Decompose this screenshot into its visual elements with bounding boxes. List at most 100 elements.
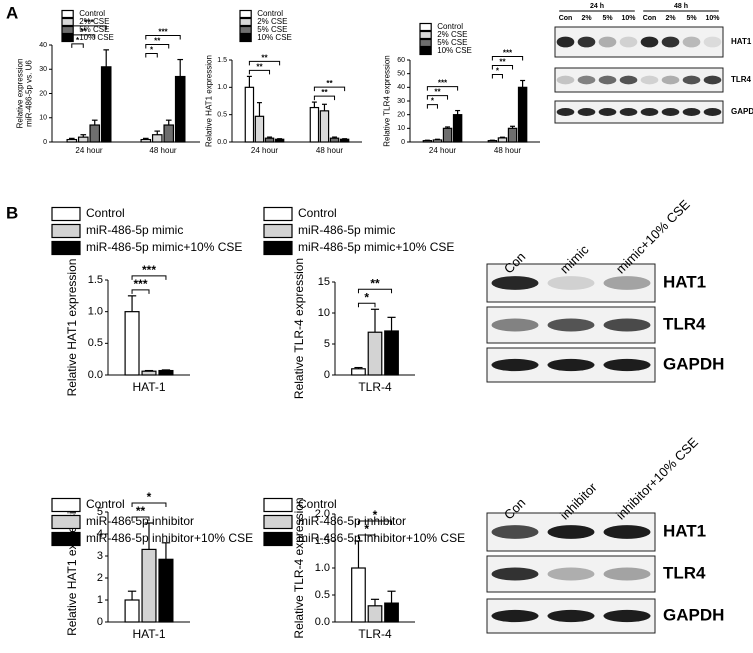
significance-bracket (491, 56, 524, 61)
significance-bracket (248, 60, 281, 66)
significance-bracket (491, 74, 503, 79)
x-tick-label: TLR-4 (358, 627, 392, 641)
significance-label: ** (261, 53, 268, 62)
y-tick-label: 10 (397, 125, 405, 132)
blot-band (640, 75, 659, 85)
significance-bracket (357, 302, 376, 308)
legend-swatch (263, 223, 293, 239)
significance-label: ** (321, 88, 328, 97)
blot-lane-label: Con (559, 15, 573, 22)
blot-band (556, 108, 575, 116)
legend-swatch (263, 240, 293, 256)
legend-swatch (61, 33, 74, 43)
bar (89, 124, 101, 143)
bar (124, 599, 140, 623)
bar (274, 138, 285, 143)
significance-bracket (131, 275, 167, 280)
blot-band (603, 276, 651, 290)
bar (507, 127, 518, 143)
blot-band (661, 36, 680, 48)
x-tick-label: HAT-1 (132, 380, 165, 394)
bar (141, 548, 157, 623)
blot-row-label: GAPDH (663, 354, 724, 373)
y-axis-label: Relative HAT1 expression (205, 55, 214, 147)
x-tick-label: 24 hour (251, 146, 278, 155)
significance-label: ** (499, 57, 506, 66)
bar (158, 369, 174, 376)
legend-swatch (61, 9, 74, 19)
significance-label: * (364, 291, 369, 305)
x-tick-label: 48 hour (316, 146, 343, 155)
significance-bracket (313, 95, 336, 101)
blot-lane-label: 2% (581, 15, 592, 22)
blot-band (603, 318, 651, 332)
y-tick-label: 0 (401, 139, 405, 146)
legend-label: Control (298, 206, 337, 220)
y-tick-label: 0 (43, 139, 47, 146)
bar (264, 137, 275, 143)
significance-label: * (431, 97, 435, 106)
y-tick-label: 0.5 (217, 112, 227, 119)
legend-label: miR-486-5p inhibitor (298, 514, 406, 528)
legend-label: 5% CSE (437, 38, 467, 47)
blot-row-label: TLR4 (731, 75, 752, 84)
blot-band (556, 75, 575, 85)
legend-swatch (51, 240, 81, 256)
panel-label: B (6, 203, 18, 222)
panel-label: A (6, 3, 18, 22)
bar (158, 558, 174, 623)
significance-bracket (357, 534, 376, 539)
legend-label: 2% CSE (79, 17, 109, 26)
legend-label: miR-486-5p mimic+10% CSE (86, 240, 242, 254)
blot-band (619, 36, 638, 48)
blot-group-label: 48 h (674, 3, 688, 10)
blot-row-label: HAT1 (663, 521, 706, 540)
blot-band (577, 75, 596, 85)
legend-label: 2% CSE (437, 30, 467, 39)
blot-band (598, 108, 617, 116)
y-axis-label: Relative TLR-4 expression (292, 497, 306, 638)
significance-label: *** (134, 277, 148, 291)
blot-band (603, 609, 651, 623)
significance-bracket (357, 288, 393, 294)
significance-bracket (71, 43, 84, 48)
bar (339, 138, 350, 143)
bar (384, 330, 399, 376)
blot-band (682, 108, 701, 116)
blot-band (682, 75, 701, 85)
blot-band (598, 75, 617, 85)
bar (452, 114, 463, 143)
blot-lane-label: 10% (621, 15, 636, 22)
legend-swatch (239, 25, 252, 35)
legend-label: Control (86, 497, 125, 511)
bar (517, 86, 528, 143)
y-tick-label: 1 (97, 594, 103, 606)
legend-swatch (419, 22, 432, 32)
significance-bracket (145, 53, 158, 58)
significance-label: * (496, 66, 500, 75)
significance-label: ** (326, 79, 333, 88)
legend-label: miR-486-5p inhibitor (86, 514, 194, 528)
bar (124, 311, 140, 376)
blot-band (619, 75, 638, 85)
blot-band (661, 75, 680, 85)
blot-lane-label: Con (643, 15, 657, 22)
bar (77, 136, 89, 143)
significance-bracket (248, 69, 271, 75)
legend-label: 5% CSE (79, 25, 109, 34)
significance-label: *** (503, 48, 513, 57)
y-tick-label: 10 (39, 115, 47, 122)
blot-band (603, 525, 651, 539)
legend-label: miR-486-5p mimic+10% CSE (298, 240, 454, 254)
significance-label: * (150, 46, 154, 55)
x-tick-label: 24 hour (429, 146, 456, 155)
legend-swatch (51, 514, 81, 530)
bar (100, 66, 112, 143)
blot-band (577, 36, 596, 48)
legend-swatch (239, 17, 252, 27)
blot-row-label: GAPDH (663, 605, 724, 624)
y-tick-label: 40 (39, 42, 47, 49)
y-tick-label: 1.5 (88, 274, 103, 286)
blot-lane-label: 2% (665, 15, 676, 22)
blot-band (703, 108, 722, 116)
